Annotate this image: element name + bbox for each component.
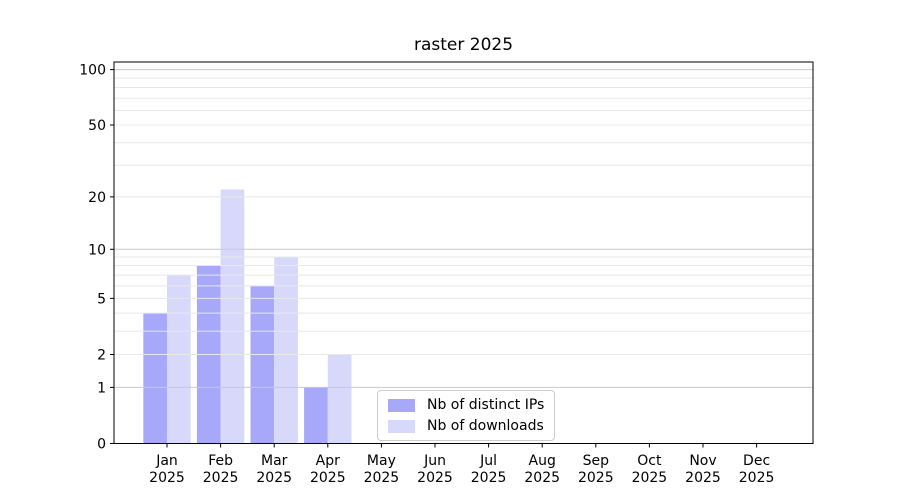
x-tick-label-year: 2025 [471, 470, 507, 486]
x-tick-label-month: Jul [479, 453, 497, 469]
y-tick-label: 5 [97, 291, 106, 307]
bar-distinct-ips-mar [250, 285, 275, 444]
x-tick-label-year: 2025 [578, 470, 614, 486]
bar-downloads-jan [167, 275, 191, 444]
y-tick-label: 10 [88, 242, 106, 258]
y-tick-label: 2 [97, 348, 106, 364]
legend-swatch-distinct-ips [388, 398, 415, 412]
x-tick-label-year: 2025 [739, 470, 775, 486]
x-tick-label-year: 2025 [364, 470, 400, 486]
x-tick-label-year: 2025 [310, 470, 346, 486]
plot-frame [113, 61, 814, 444]
legend-swatch-downloads [388, 419, 415, 433]
x-tick-label-year: 2025 [632, 470, 668, 486]
x-tick-label-month: Jun [423, 453, 446, 469]
x-tick-label-year: 2025 [685, 470, 721, 486]
bar-downloads-mar [274, 257, 298, 444]
y-tick-label: 0 [97, 437, 106, 453]
x-tick-label-year: 2025 [203, 470, 239, 486]
x-tick-label-month: Sep [583, 453, 610, 469]
x-tick-label-year: 2025 [417, 470, 453, 486]
x-tick-label-year: 2025 [256, 470, 292, 486]
x-tick-label-month: Jan [155, 453, 178, 469]
x-tick-label-month: Feb [208, 453, 233, 469]
legend-item-downloads: Nb of downloads [388, 419, 544, 433]
bar-distinct-ips-apr [304, 387, 328, 444]
x-tick-label-month: Aug [529, 453, 556, 469]
x-tick-label-month: May [367, 453, 396, 469]
bar-downloads-feb [220, 189, 245, 444]
bar-downloads-apr [327, 354, 352, 444]
x-tick-label-month: Nov [689, 453, 716, 469]
y-tick-label: 1 [97, 380, 106, 396]
legend-label-distinct-ips: Nb of distinct IPs [427, 397, 545, 413]
x-tick-label-month: Dec [743, 453, 770, 469]
chart-title: raster 2025 [413, 35, 514, 55]
x-tick-label-year: 2025 [149, 470, 185, 486]
x-tick-label-month: Oct [637, 453, 662, 469]
legend-label-downloads: Nb of downloads [427, 418, 544, 434]
x-tick-label-month: Apr [316, 453, 340, 469]
legend: Nb of distinct IPs Nb of downloads [377, 390, 556, 441]
x-tick-label-month: Mar [261, 453, 288, 469]
legend-item-distinct-ips: Nb of distinct IPs [388, 398, 544, 412]
y-tick-label: 50 [88, 118, 106, 134]
x-tick-label-year: 2025 [524, 470, 560, 486]
bar-distinct-ips-jan [143, 313, 167, 444]
y-tick-label: 100 [79, 63, 106, 79]
y-tick-label: 20 [88, 190, 106, 206]
